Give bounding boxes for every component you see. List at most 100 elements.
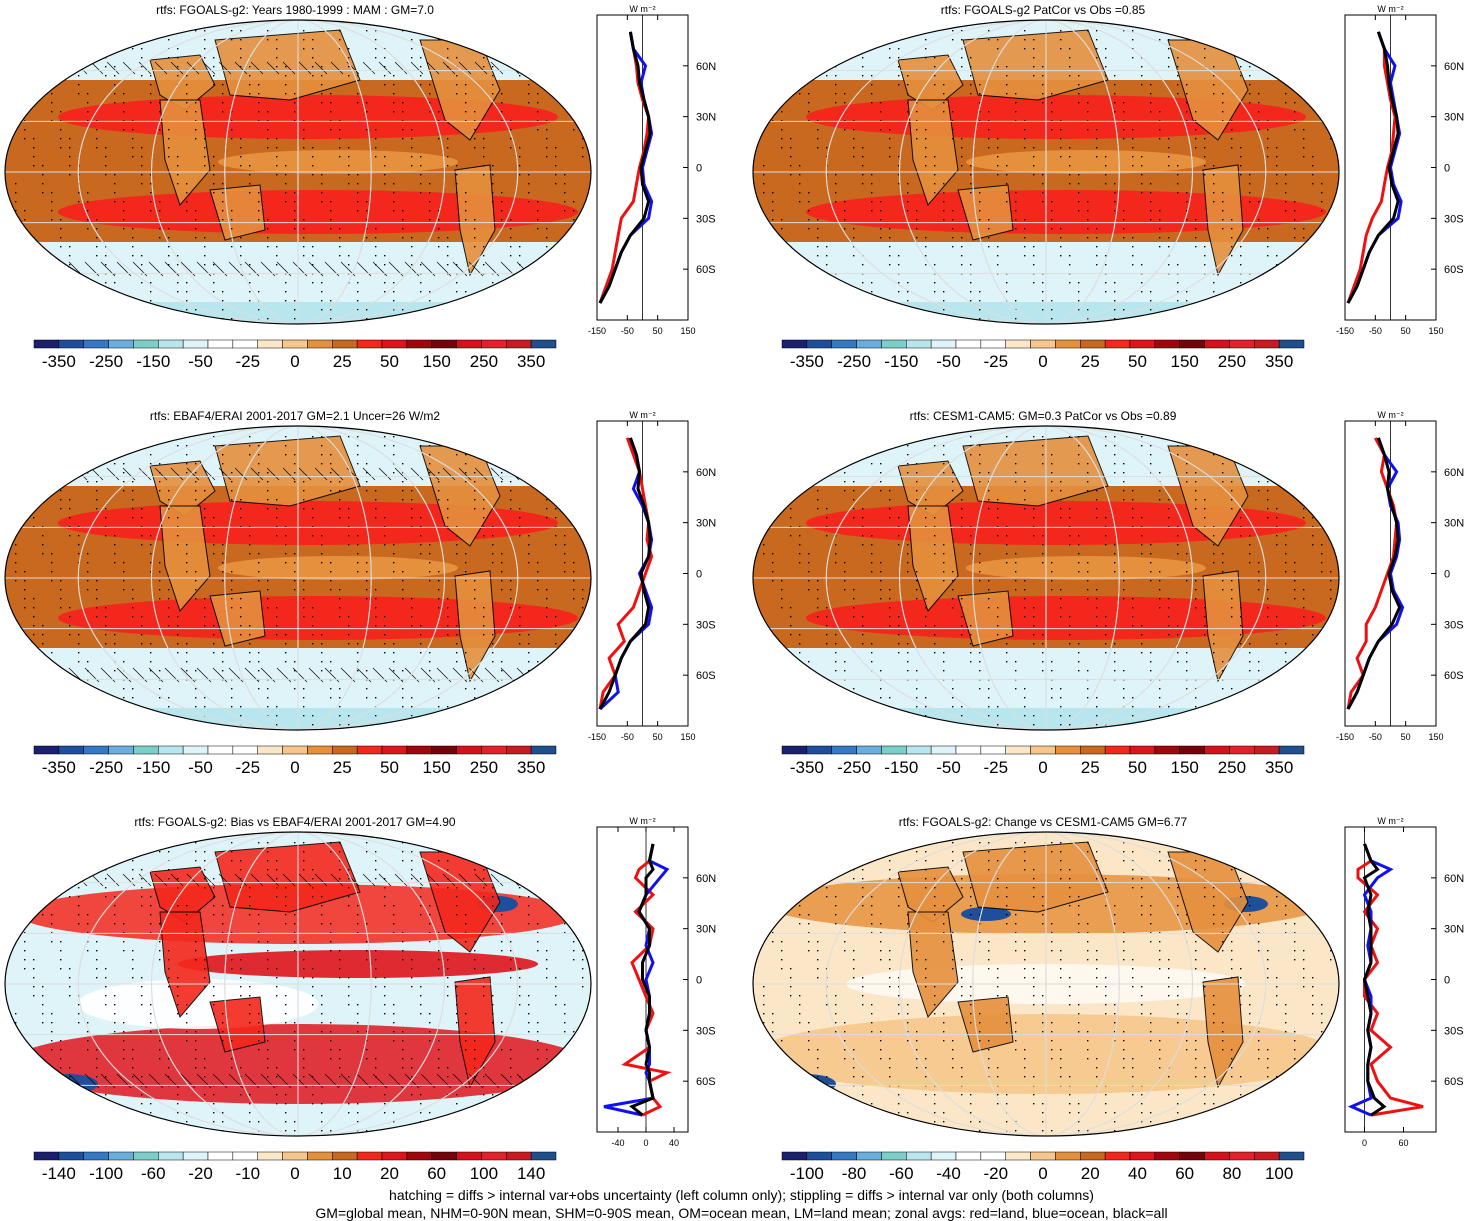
panel-figure: -100 -80 -60 -40 -20 0 20 40 60 80 100 0 60 W m⁻² 60N 3… — [752, 816, 1464, 1183]
colorbar-tick-label: -250 — [837, 352, 871, 371]
zonal-tick-label: 60 — [1398, 1138, 1408, 1148]
colorbar-swatch — [108, 745, 134, 755]
colorbar-tick-label: -150 — [884, 352, 918, 371]
colorbar-tick-label: -25 — [235, 758, 260, 777]
lat-label: 0 — [696, 975, 702, 987]
colorbar-tick-label: 150 — [1170, 352, 1198, 371]
colorbar-swatch — [158, 339, 184, 349]
colorbar-swatch — [33, 1151, 60, 1161]
zonal-series-all — [1346, 437, 1402, 710]
colorbar-tick-label: 25 — [333, 758, 352, 777]
colorbar-tick-label: 25 — [1081, 352, 1100, 371]
lat-label: 60S — [696, 1076, 716, 1088]
map-title: rtfs: FGOALS-g2: Years 1980-1999 : MAM :… — [156, 3, 434, 17]
graticule-lon — [151, 832, 445, 1136]
zonal-tick-label: -50 — [1369, 326, 1382, 336]
zonal-series-land — [598, 437, 654, 710]
colorbar-swatch — [456, 1151, 482, 1161]
lat-label: 60S — [1444, 1076, 1464, 1088]
colorbar-swatch — [856, 745, 882, 755]
colorbar-tick-label: -80 — [842, 1164, 867, 1183]
colorbar-tick-label: 250 — [470, 352, 498, 371]
zonal-tick-label: 50 — [653, 732, 663, 742]
map-outline — [752, 425, 1340, 731]
continent — [907, 505, 959, 612]
sh-band — [58, 190, 578, 234]
graticule-lon — [151, 426, 445, 730]
colorbar-swatch — [431, 745, 457, 755]
colorbar-tick-label: -150 — [884, 758, 918, 777]
colorbar-swatch — [906, 339, 932, 349]
colorbar-swatch — [33, 339, 60, 349]
colorbar-swatch — [282, 745, 308, 755]
continent — [209, 590, 266, 647]
colorbar-swatch — [232, 339, 258, 349]
colorbar-tick-label: 50 — [1128, 758, 1147, 777]
colorbar-swatch — [1030, 1151, 1056, 1161]
colorbar-tick-label: 25 — [333, 352, 352, 371]
colorbar-tick-label: 350 — [517, 352, 545, 371]
colorbar-tick-label: 250 — [470, 758, 498, 777]
colorbar-swatch — [1080, 1151, 1106, 1161]
map-title: rtfs: FGOALS-g2: Bias vs EBAF4/ERAI 2001… — [134, 815, 456, 829]
map-outline — [4, 831, 592, 1137]
colorbar-tick-label: -350 — [42, 352, 76, 371]
colorbar-swatch — [158, 745, 184, 755]
zonal-series-ocean — [598, 437, 654, 711]
graticule-lon — [899, 832, 1193, 1136]
colorbar-swatch — [356, 745, 383, 755]
footer-line-2: GM=global mean, NHM=0-90N mean, SHM=0-90… — [315, 1205, 1168, 1221]
colorbar-swatch — [506, 339, 532, 349]
colorbar-tick-label: 140 — [517, 1164, 545, 1183]
colorbar-tick-label: 150 — [422, 758, 450, 777]
lat-label: 0 — [696, 569, 702, 581]
colorbar-swatch — [1229, 745, 1255, 755]
continent — [907, 99, 959, 206]
lat-label: 30N — [696, 518, 716, 530]
colorbar-tick-label: 60 — [427, 1164, 446, 1183]
zonal-unit: W m⁻² — [1377, 4, 1403, 14]
equator-band — [966, 556, 1206, 580]
colorbar-swatch — [906, 745, 932, 755]
colorbar-tick-label: -100 — [790, 1164, 824, 1183]
colorbar-swatch — [307, 339, 333, 349]
colorbar-swatch — [133, 1151, 159, 1161]
lat-label: 30S — [1444, 619, 1464, 631]
colorbar-swatch — [1154, 339, 1180, 349]
colorbar-tick-label: -25 — [983, 352, 1008, 371]
continent — [209, 996, 266, 1053]
colorbar-swatch — [506, 745, 532, 755]
colorbar: -100 -80 -60 -40 -20 0 20 40 60 80 100 — [781, 1151, 1305, 1183]
colorbar-swatch — [530, 745, 557, 755]
colorbar-tick-label: 150 — [1170, 758, 1198, 777]
sh-band — [806, 190, 1326, 234]
lat-label: 30S — [696, 213, 716, 225]
zonal-tick-label: -150 — [588, 326, 606, 336]
colorbar-tick-label: 250 — [1218, 758, 1246, 777]
colorbar-swatch — [83, 339, 109, 349]
colorbar-swatch — [207, 745, 234, 755]
colorbar-swatch — [257, 745, 283, 755]
colorbar-swatch — [980, 1151, 1006, 1161]
colorbar-swatch — [856, 339, 882, 349]
graticule-lon — [825, 426, 1267, 730]
colorbar-tick-label: 50 — [1128, 352, 1147, 371]
colorbar-swatch — [1129, 339, 1156, 349]
map-outline — [752, 831, 1340, 1137]
graticule-lon — [899, 426, 1193, 730]
colorbar-tick-label: -150 — [136, 758, 170, 777]
lat-label: 60N — [696, 61, 716, 73]
lat-label: 30N — [696, 924, 716, 936]
colorbar-swatch — [1129, 1151, 1156, 1161]
colorbar-tick-label: 100 — [470, 1164, 498, 1183]
zonal-tick-label: 0 — [1362, 1138, 1367, 1148]
colorbar-tick-label: -20 — [983, 1164, 1008, 1183]
footer-line-1: hatching = diffs > internal var+obs unce… — [389, 1187, 1094, 1203]
colorbar-swatch — [456, 339, 482, 349]
colorbar-swatch — [1154, 745, 1180, 755]
colorbar-swatch — [356, 339, 383, 349]
colorbar-swatch — [332, 339, 358, 349]
continent — [962, 435, 1109, 507]
continent — [897, 54, 964, 111]
colorbar-swatch — [1179, 1151, 1205, 1161]
